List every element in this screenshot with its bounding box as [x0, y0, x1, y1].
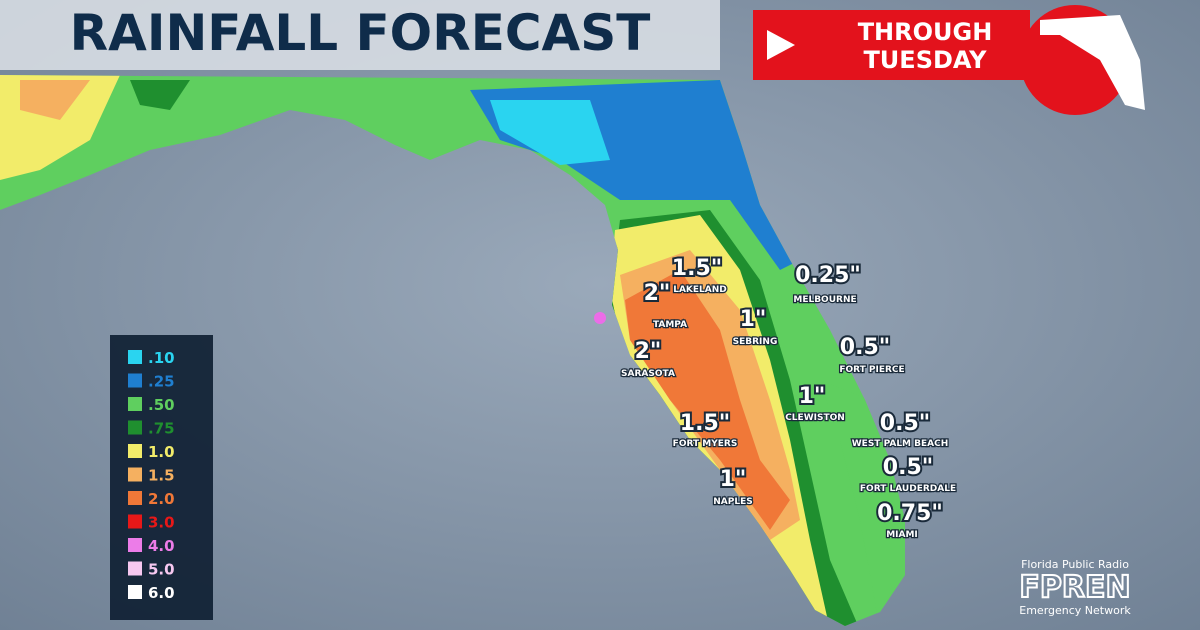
legend-label: 1.0: [148, 443, 175, 461]
play-icon: [767, 30, 795, 60]
city-name: SEBRING: [733, 337, 778, 347]
legend-swatch: [128, 561, 142, 576]
legend-label: 3.0: [148, 514, 175, 532]
rain-amount: 0.75": [877, 501, 943, 526]
legend-label: .25: [148, 373, 175, 391]
rain-amount: 0.5": [880, 411, 930, 436]
legend-swatch: [128, 538, 142, 552]
legend-label: .50: [148, 396, 175, 414]
florida-icon: [1040, 15, 1145, 110]
legend-label: .10: [148, 349, 175, 367]
city-name: FORT LAUDERDALE: [860, 484, 956, 494]
logo-name: FPREN: [1019, 570, 1130, 605]
legend-swatch: [128, 444, 142, 458]
rain-amount: 2": [644, 281, 671, 306]
legend-label: 4.0: [148, 537, 175, 555]
city-name: SARASOTA: [621, 369, 675, 379]
city-name: FORT MYERS: [673, 439, 738, 449]
legend-swatch: [128, 514, 142, 529]
rain-amount: 1": [799, 384, 826, 409]
legend-swatch: [128, 420, 142, 435]
legend-label: 1.5: [148, 467, 175, 485]
city-name: NAPLES: [713, 497, 752, 507]
badge: [753, 10, 1030, 80]
city-name: CLEWISTON: [785, 413, 845, 423]
legend-label: 6.0: [148, 584, 175, 602]
rain-amount: 1.5": [672, 256, 722, 281]
legend-swatch: [128, 585, 142, 599]
legend-swatch: [128, 397, 142, 411]
legend-label: 2.0: [148, 490, 175, 508]
city-name: LAKELAND: [673, 285, 727, 295]
legend-label: .75: [148, 420, 175, 438]
city-name: MIAMI: [886, 530, 918, 540]
city-name: MELBOURNE: [793, 295, 856, 305]
dot: [594, 312, 606, 324]
legend-swatch: [128, 491, 142, 505]
city-name: TAMPA: [653, 320, 687, 330]
logo-top: Florida Public Radio: [1021, 558, 1129, 571]
badge-line: THROUGH: [858, 18, 993, 46]
rain-amount: 1": [740, 307, 767, 332]
title: RAINFALL FORECAST: [70, 4, 651, 62]
logo-bottom: Emergency Network: [1019, 604, 1131, 617]
legend-swatch: [128, 350, 142, 364]
city-name: FORT PIERCE: [839, 365, 904, 375]
legend-swatch: [128, 467, 142, 482]
rain-amount: 2": [635, 339, 662, 364]
title-band: [0, 0, 720, 70]
legend: [110, 335, 213, 620]
rain-amount: 0.5": [883, 455, 933, 480]
city-name: WEST PALM BEACH: [852, 439, 949, 449]
rain-amount: 1.5": [680, 411, 730, 436]
legend-label: 5.0: [148, 561, 175, 579]
rain-amount: 0.25": [795, 263, 861, 288]
rain-amount: 1": [720, 467, 747, 492]
rain-amount: 0.5": [840, 335, 890, 360]
legend-swatch: [128, 373, 142, 388]
badge-line: TUESDAY: [863, 46, 987, 74]
